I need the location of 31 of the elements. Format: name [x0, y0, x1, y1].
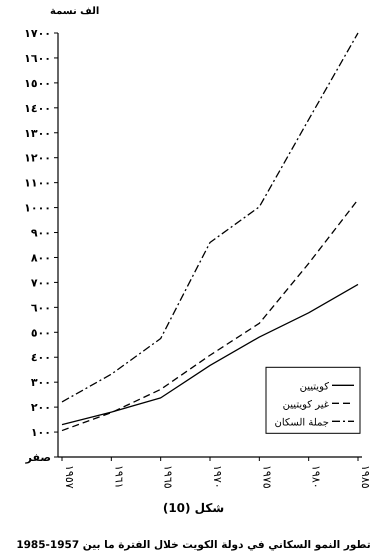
xtick: ١٩٦٥: [162, 465, 175, 489]
ytick: ٣٠٠: [30, 376, 51, 390]
xtick: ١٩٨٠: [310, 465, 323, 489]
ytick: ١٥٠٠: [24, 76, 51, 90]
ytick: ١٠٠: [30, 426, 51, 440]
legend-label: جملة السكان: [274, 417, 329, 428]
xtick: ١٩٨٥: [359, 465, 372, 489]
ytick: ١٣٠٠: [24, 126, 51, 140]
ytick: ١٤٠٠: [24, 102, 51, 115]
xtick: ١٩٦١: [112, 465, 126, 489]
legend-label: كويتيين: [300, 381, 330, 392]
ytick: ١١٠٠: [24, 176, 51, 190]
ytick: صفر: [26, 451, 51, 464]
ytick: ٩٠٠: [30, 226, 51, 240]
ytick: ١٠٠٠: [24, 202, 51, 215]
ytick: ١٧٠٠: [24, 27, 51, 40]
text: تطور النمو السكاني في دولة الكويت خلال الفترة ما بين 1957-1985: [16, 539, 371, 551]
ytick: ٤٠٠: [30, 351, 51, 364]
ytick: ٦٠٠: [30, 301, 51, 314]
y-axis-title: الف نسمة: [50, 6, 100, 17]
xtick: ١٩٧٥: [260, 465, 274, 489]
text: شكل (10): [162, 501, 224, 515]
xtick: ١٩٥٧: [63, 465, 76, 489]
ytick: ١٦٠٠: [24, 52, 51, 65]
ytick: ٧٠٠: [30, 276, 51, 290]
ytick: ٢٠٠: [30, 401, 51, 414]
xtick: ١٩٧٠: [211, 465, 224, 489]
ytick: ١٢٠٠: [24, 152, 51, 165]
legend-label: غير كويتيين: [282, 399, 329, 410]
ytick: ٨٠٠: [30, 251, 51, 264]
ytick: ٥٠٠: [30, 326, 51, 340]
